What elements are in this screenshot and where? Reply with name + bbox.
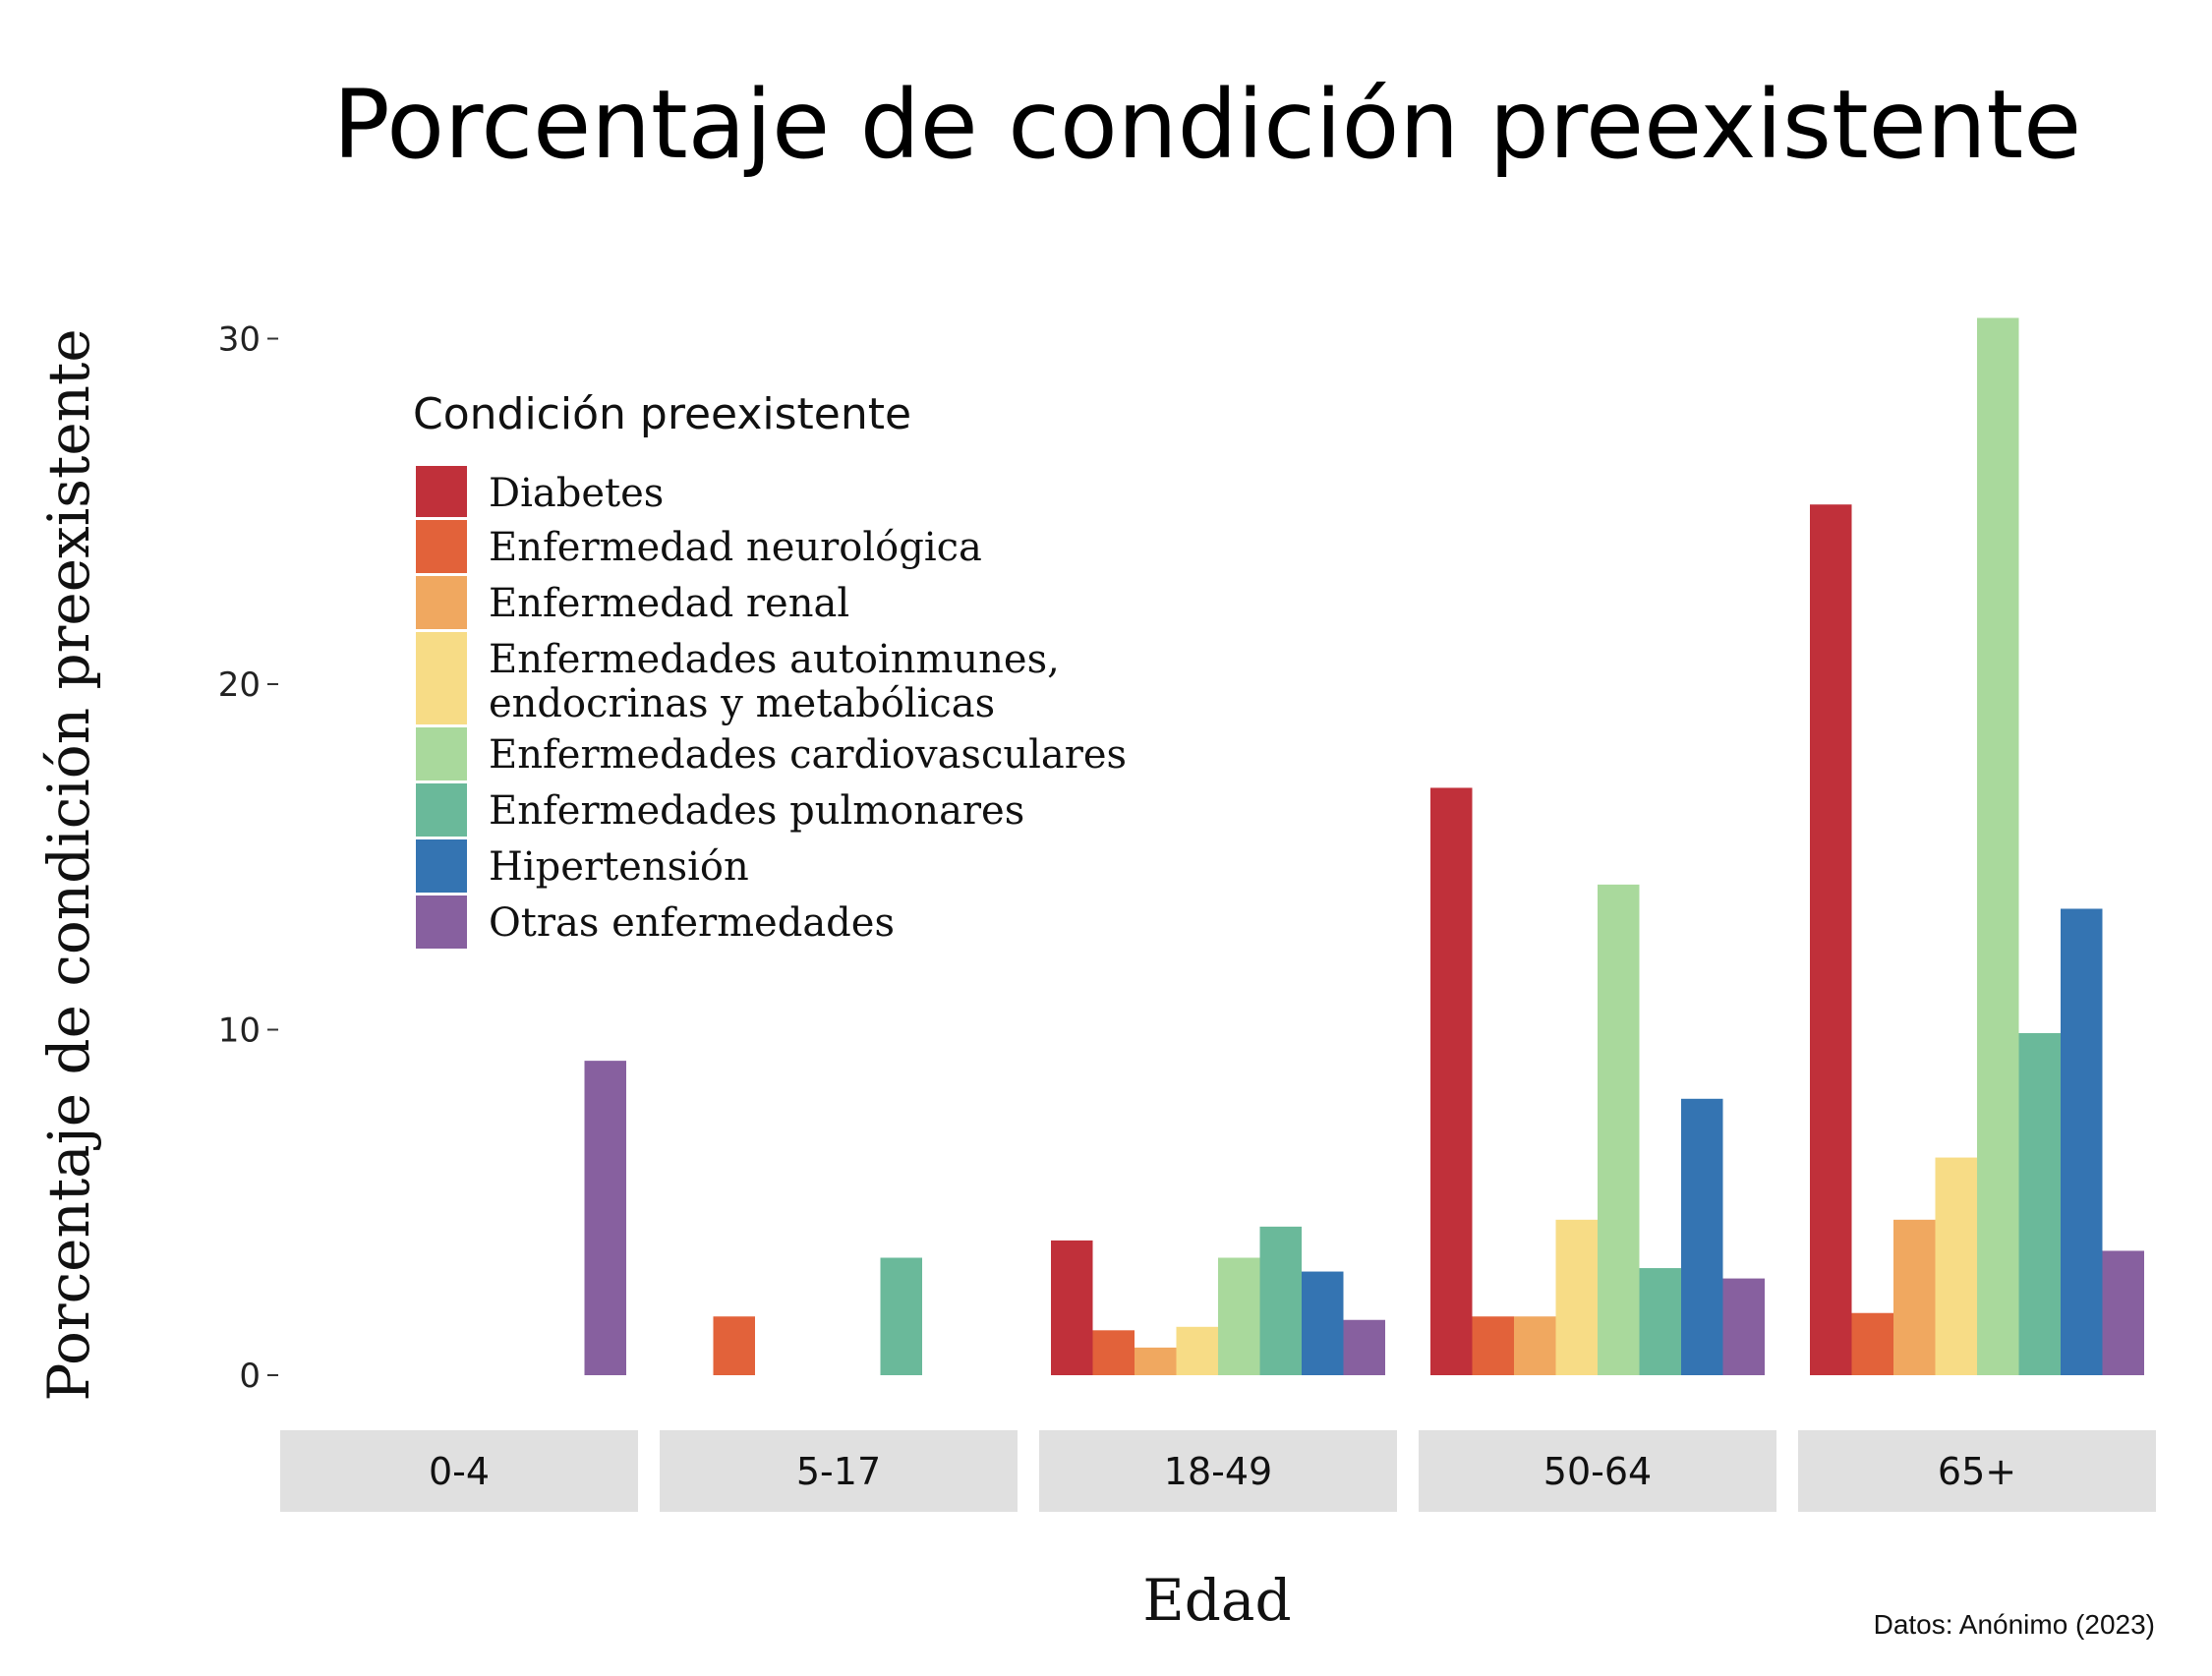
chart-title: Porcentaje de condición preexistente [333, 70, 2081, 180]
facet-strip [660, 1430, 1018, 1512]
bar [1639, 1268, 1681, 1375]
facet-strip [1419, 1430, 1776, 1512]
legend-label: Enfermedades cardiovasculares [489, 732, 1127, 778]
legend-swatch [416, 466, 467, 517]
facet-strip-label: 0-4 [429, 1450, 490, 1493]
facet-strip [1039, 1430, 1397, 1512]
bar [1977, 318, 2019, 1375]
legend-item: Diabetes [416, 466, 664, 517]
facet-panels: 0-4 5-17 18-49 50-64 65+ [280, 318, 2156, 1512]
legend-label: Enfermedades pulmonares [489, 788, 1024, 834]
legend-swatch [416, 576, 467, 629]
legend-label: Hipertensión [489, 844, 749, 890]
bar [2018, 1033, 2061, 1375]
facet-panel: 65+ [1798, 318, 2156, 1512]
facet-panel: 0-4 [280, 1061, 638, 1512]
bar [1343, 1319, 1385, 1375]
bar [1135, 1347, 1177, 1375]
legend-item: Otras enfermedades [416, 896, 895, 949]
bar [1051, 1240, 1093, 1375]
bar [713, 1316, 755, 1375]
legend-item: Enfermedades pulmonares [416, 783, 1024, 837]
facet-panel: 18-49 [1039, 1226, 1397, 1512]
legend-label: Enfermedad renal [489, 581, 849, 626]
bar [1935, 1157, 1977, 1375]
bar [1218, 1257, 1260, 1375]
bar [1555, 1219, 1598, 1375]
bar [1472, 1316, 1514, 1375]
legend-swatch [416, 520, 467, 573]
facet-strip-label: 18-49 [1164, 1450, 1272, 1493]
legend-item: Enfermedades autoinmunes, endocrinas y me… [416, 632, 1060, 726]
legend-swatch [416, 896, 467, 949]
legend-label: Enfermedad neurológica [489, 525, 982, 570]
bar [2061, 908, 2103, 1375]
legend-item: Enfermedad renal [416, 576, 849, 629]
x-axis-title: Edad [1142, 1567, 1291, 1634]
bar [584, 1061, 626, 1375]
legend-item: Enfermedad neurológica [416, 520, 982, 573]
bar [1302, 1271, 1344, 1375]
bar [1598, 884, 1640, 1375]
facet-strip [1798, 1430, 2156, 1512]
legend-item: Hipertensión [416, 839, 749, 893]
bar [1514, 1316, 1556, 1375]
facet-panel: 50-64 [1419, 787, 1776, 1512]
legend-item: Enfermedades cardiovasculares [416, 727, 1127, 780]
y-tick-label: 20 [218, 665, 261, 705]
y-tick-label: 10 [218, 1011, 261, 1051]
legend-label: Otras enfermedades [489, 900, 895, 946]
bar [1259, 1226, 1302, 1375]
legend-swatch [416, 839, 467, 893]
bar [1430, 787, 1473, 1375]
legend-swatch [416, 632, 467, 724]
bar [1722, 1278, 1765, 1375]
facet-strip-label: 65+ [1938, 1450, 2016, 1493]
facet-strip-label: 50-64 [1543, 1450, 1652, 1493]
facet-strip [280, 1430, 638, 1512]
legend-label: Enfermedades autoinmunes, endocrinas y me… [489, 637, 1060, 726]
facet-strip-label: 5-17 [796, 1450, 881, 1493]
facet-panel: 5-17 [660, 1257, 1018, 1512]
bar [2102, 1250, 2144, 1375]
y-axis-title: Porcentaje de condición preexistente [35, 328, 102, 1401]
bar [1092, 1330, 1135, 1375]
y-tick-label: 0 [239, 1357, 261, 1396]
legend-label: Diabetes [489, 471, 664, 516]
caption: Datos: Anónimo (2023) [1874, 1609, 2155, 1640]
bar [880, 1257, 922, 1375]
legend-swatch [416, 727, 467, 780]
bar [1851, 1312, 1893, 1375]
bar [1893, 1219, 1936, 1375]
bar [1810, 504, 1852, 1375]
y-tick-label: 30 [218, 320, 261, 360]
bar [1681, 1098, 1723, 1375]
y-axis: 0 10 20 30 [218, 320, 278, 1396]
bar [1176, 1326, 1218, 1375]
legend: Condición preexistente Diabetes Enfermedad… [413, 389, 1127, 949]
legend-title: Condición preexistente [413, 389, 911, 439]
legend-swatch [416, 783, 467, 837]
